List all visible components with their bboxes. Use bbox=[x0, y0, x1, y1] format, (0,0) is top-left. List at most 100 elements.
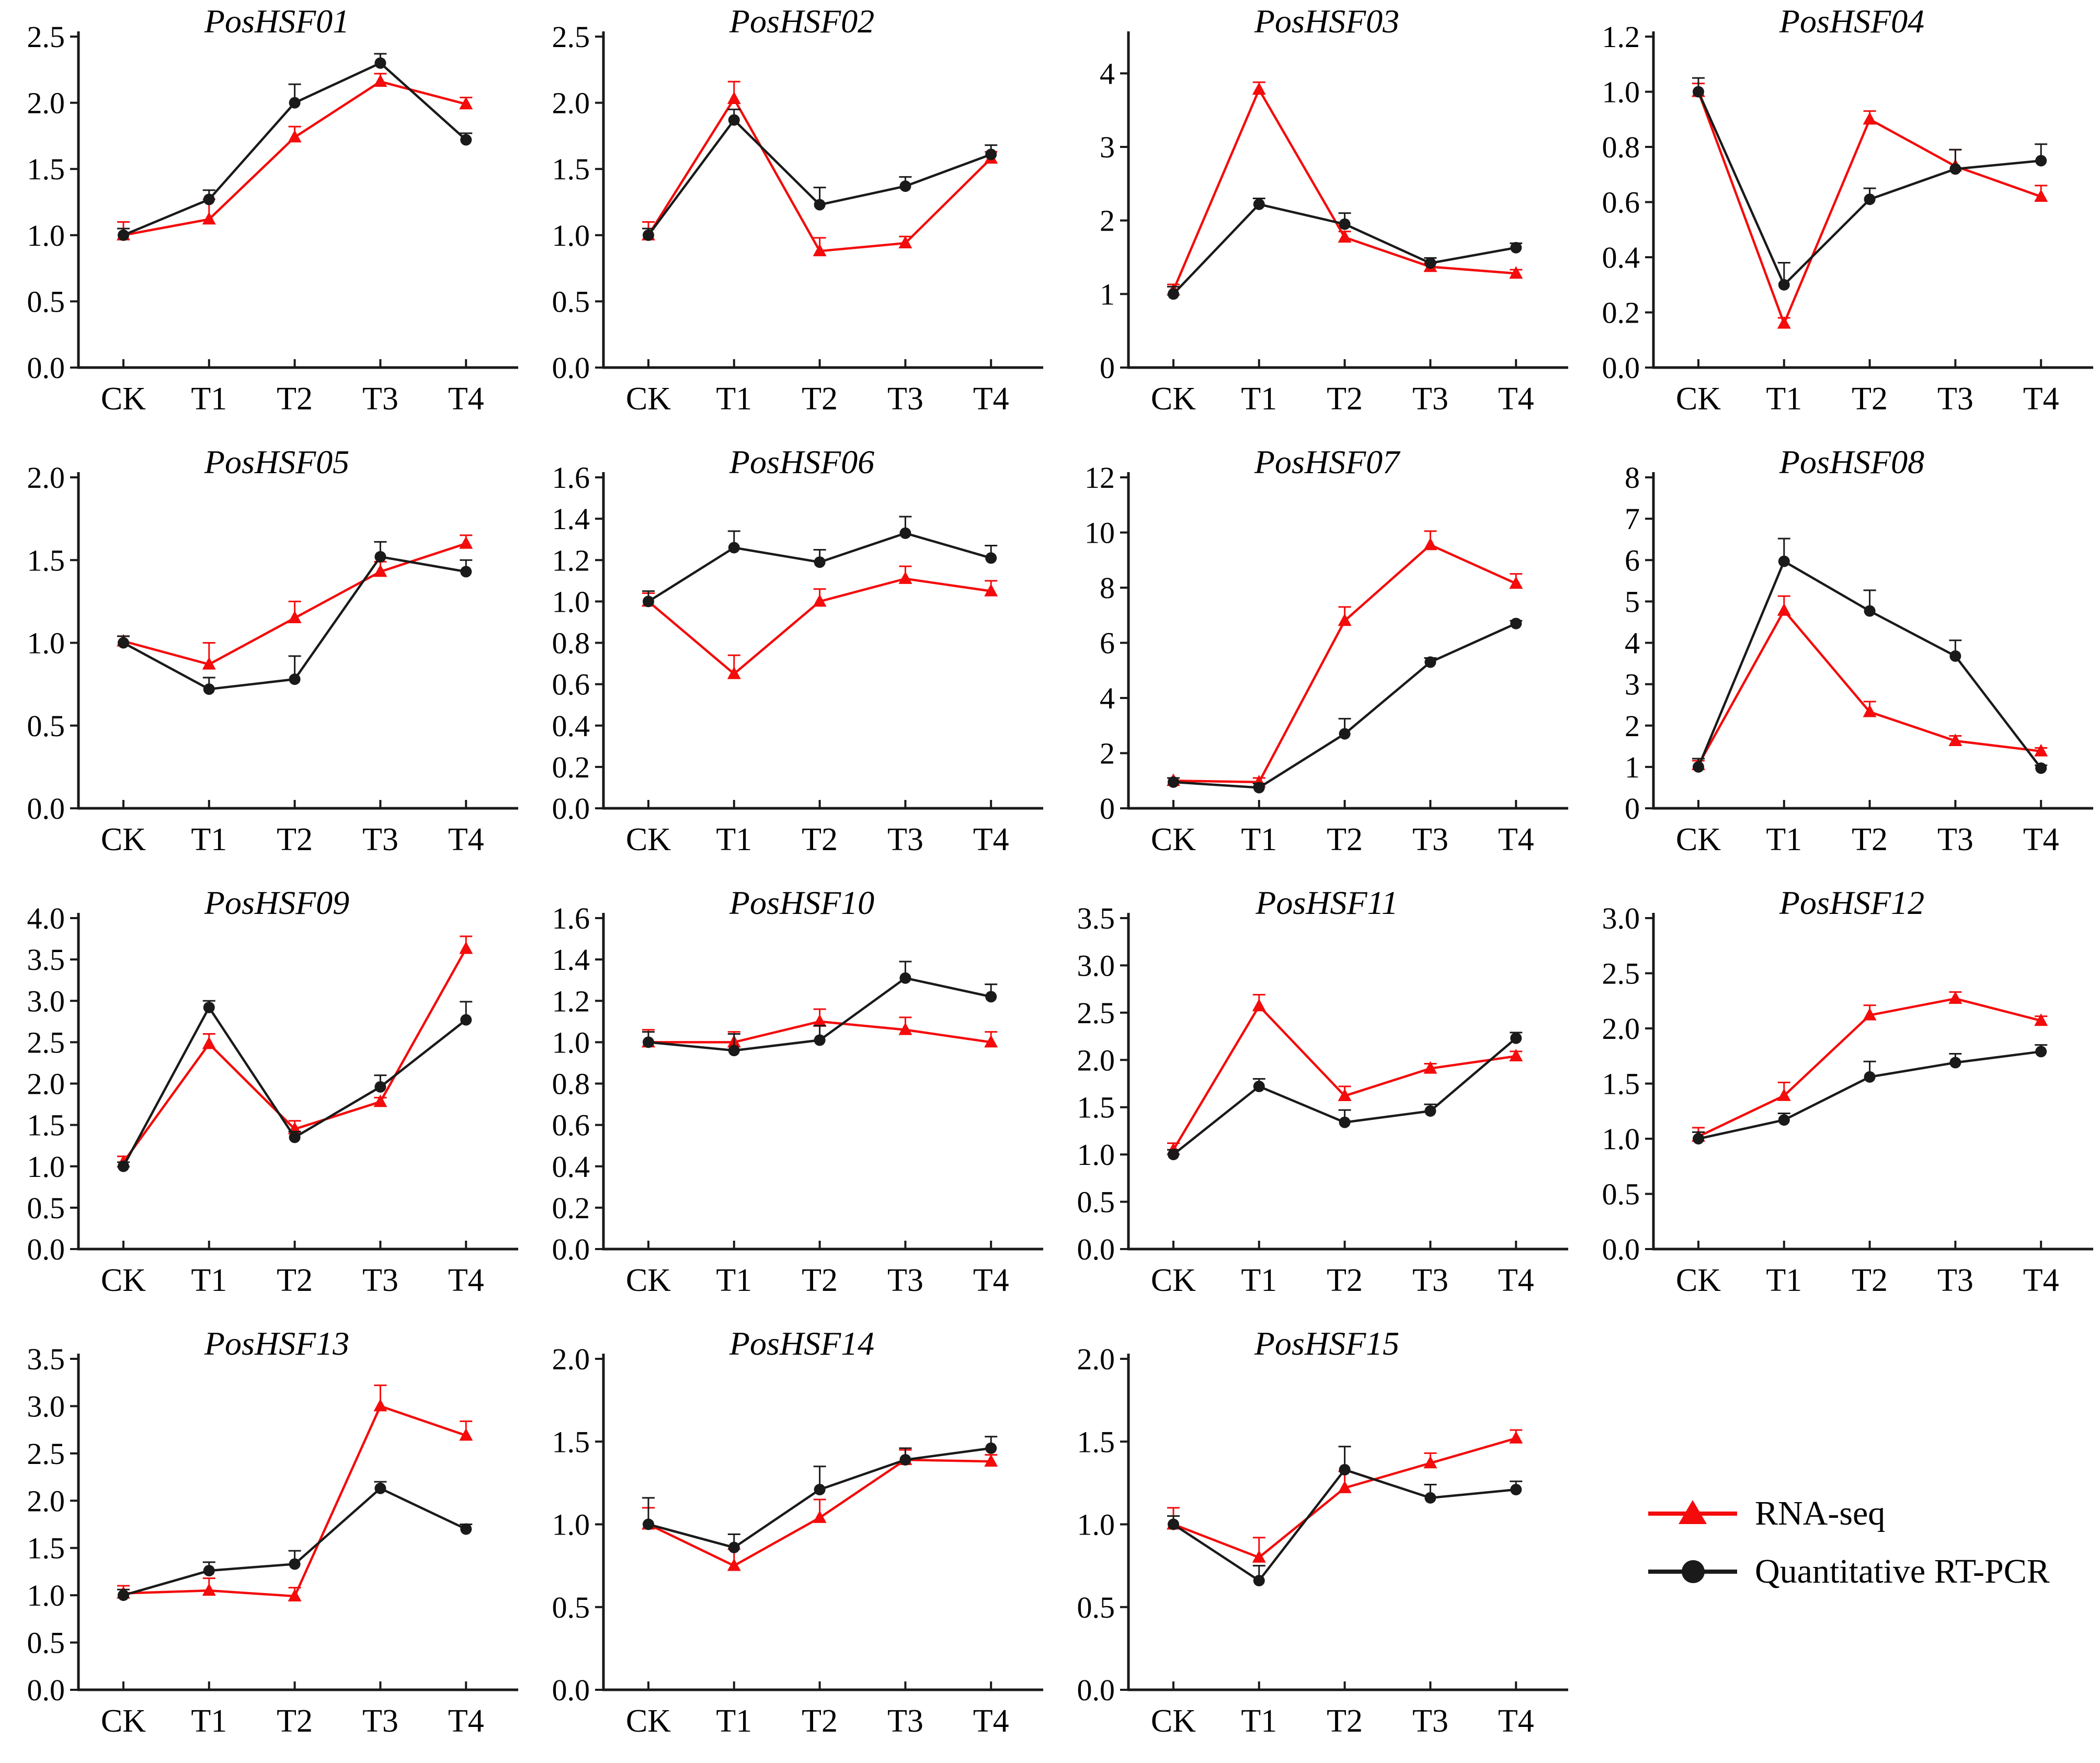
line-chart: 0.0 0.5 1.0 1.5 2.0 CK T1 T2 T3 T4 PosHSF05 bbox=[0, 441, 525, 882]
svg-text:1.0: 1.0 bbox=[552, 1025, 590, 1059]
svg-text:0.8: 0.8 bbox=[552, 1067, 590, 1101]
svg-text:2.5: 2.5 bbox=[1602, 957, 1640, 991]
svg-text:PosHSF04: PosHSF04 bbox=[1779, 3, 1924, 40]
svg-text:T3: T3 bbox=[1937, 1263, 1973, 1298]
svg-text:1.0: 1.0 bbox=[27, 1578, 65, 1612]
svg-text:2: 2 bbox=[1100, 737, 1115, 771]
svg-text:T2: T2 bbox=[802, 1703, 838, 1739]
svg-text:T1: T1 bbox=[716, 1263, 752, 1298]
svg-text:0.0: 0.0 bbox=[552, 792, 590, 826]
line-chart: 0 1 2 3 4 CK T1 T2 T3 T4 PosHSF03 bbox=[1050, 0, 1575, 441]
triangle-marker-icon bbox=[1679, 1500, 1707, 1525]
svg-text:2.5: 2.5 bbox=[1077, 996, 1115, 1030]
svg-text:1.0: 1.0 bbox=[1602, 1122, 1640, 1156]
svg-text:3: 3 bbox=[1100, 130, 1115, 164]
svg-text:8: 8 bbox=[1625, 461, 1640, 495]
svg-text:PosHSF07: PosHSF07 bbox=[1254, 443, 1401, 480]
svg-text:2.0: 2.0 bbox=[27, 86, 65, 120]
svg-text:PosHSF01: PosHSF01 bbox=[204, 3, 349, 40]
svg-text:CK: CK bbox=[626, 822, 671, 857]
svg-text:0.2: 0.2 bbox=[552, 750, 590, 784]
svg-text:PosHSF13: PosHSF13 bbox=[204, 1325, 349, 1362]
svg-text:T2: T2 bbox=[802, 822, 838, 857]
chart-poshsf15: 0.0 0.5 1.0 1.5 2.0 CK T1 T2 T3 T4 PosHSF15 bbox=[1050, 1322, 1575, 1763]
svg-text:1.0: 1.0 bbox=[1077, 1508, 1115, 1542]
line-chart: 0.0 0.2 0.4 0.6 0.8 1.0 1.2 CK T1 T2 T3 T4 PosHSF04 bbox=[1575, 0, 2100, 441]
legend-label-rna-seq: RNA-seq bbox=[1755, 1494, 1886, 1532]
svg-text:0.0: 0.0 bbox=[552, 351, 590, 385]
svg-text:1.5: 1.5 bbox=[552, 1425, 590, 1459]
svg-text:CK: CK bbox=[1676, 822, 1721, 857]
line-chart: 0.0 0.5 1.0 1.5 2.0 2.5 3.0 3.5 4.0 CK T1 T2 T3 T4 Pos… bbox=[0, 882, 525, 1322]
line-chart: 0.0 0.2 0.4 0.6 0.8 1.0 1.2 1.4 1.6 CK T1 T2 T3 T4 Pos… bbox=[525, 441, 1050, 882]
chart-poshsf09: 0.0 0.5 1.0 1.5 2.0 2.5 3.0 3.5 4.0 CK T1 T2 T3 T4 Pos… bbox=[0, 882, 525, 1322]
svg-text:3.0: 3.0 bbox=[1077, 948, 1115, 982]
svg-text:T3: T3 bbox=[887, 1263, 923, 1298]
svg-text:T3: T3 bbox=[362, 381, 398, 417]
svg-text:PosHSF02: PosHSF02 bbox=[729, 3, 874, 40]
svg-text:T4: T4 bbox=[2023, 1263, 2059, 1298]
svg-text:T4: T4 bbox=[973, 822, 1009, 857]
svg-text:T1: T1 bbox=[1241, 1263, 1277, 1298]
svg-text:4: 4 bbox=[1100, 56, 1115, 90]
svg-text:CK: CK bbox=[1676, 381, 1721, 417]
svg-text:0.5: 0.5 bbox=[27, 1626, 65, 1660]
svg-text:1.5: 1.5 bbox=[27, 152, 65, 186]
svg-text:1.5: 1.5 bbox=[1077, 1425, 1115, 1459]
svg-text:T2: T2 bbox=[1327, 381, 1363, 417]
svg-text:T4: T4 bbox=[448, 1263, 484, 1298]
chart-poshsf08: 0 1 2 3 4 5 6 7 8 CK T1 T2 T3 T4 PosHSF08 bbox=[1575, 441, 2100, 882]
svg-text:0.6: 0.6 bbox=[552, 668, 590, 702]
legend-label-qrtpcr: Quantitative RT-PCR bbox=[1755, 1552, 2050, 1590]
chart-poshsf07: 0 2 4 6 8 10 12 CK T1 T2 T3 T4 PosHSF07 bbox=[1050, 441, 1575, 882]
chart-poshsf06: 0.0 0.2 0.4 0.6 0.8 1.0 1.2 1.4 1.6 CK T1 T2 T3 T4 Pos… bbox=[525, 441, 1050, 882]
svg-text:3.0: 3.0 bbox=[1602, 901, 1640, 935]
svg-text:3.0: 3.0 bbox=[27, 984, 65, 1018]
line-chart: 0.0 0.5 1.0 1.5 2.0 2.5 CK T1 T2 T3 T4 PosHSF01 bbox=[0, 0, 525, 441]
svg-text:CK: CK bbox=[101, 1703, 146, 1739]
svg-text:0.5: 0.5 bbox=[1602, 1177, 1640, 1211]
svg-text:T2: T2 bbox=[277, 1703, 313, 1739]
chart-poshsf11: 0.0 0.5 1.0 1.5 2.0 2.5 3.0 3.5 CK T1 T2 T3 T4 PosHSF… bbox=[1050, 882, 1575, 1322]
svg-text:1.0: 1.0 bbox=[27, 1150, 65, 1184]
line-chart: 0.0 0.2 0.4 0.6 0.8 1.0 1.2 1.4 1.6 CK T1 T2 T3 T4 Pos… bbox=[525, 882, 1050, 1322]
svg-text:T3: T3 bbox=[1937, 381, 1973, 417]
svg-text:3: 3 bbox=[1625, 668, 1640, 702]
svg-text:0.0: 0.0 bbox=[27, 1232, 65, 1266]
svg-text:0.0: 0.0 bbox=[1077, 1232, 1115, 1266]
svg-text:1.6: 1.6 bbox=[552, 901, 590, 935]
chart-poshsf04: 0.0 0.2 0.4 0.6 0.8 1.0 1.2 CK T1 T2 T3 T4 PosHSF04 bbox=[1575, 0, 2100, 441]
svg-text:T2: T2 bbox=[277, 822, 313, 857]
svg-text:2.5: 2.5 bbox=[552, 20, 590, 54]
svg-text:8: 8 bbox=[1100, 571, 1115, 605]
svg-text:1.5: 1.5 bbox=[552, 152, 590, 186]
svg-text:T2: T2 bbox=[802, 381, 838, 417]
svg-text:2.0: 2.0 bbox=[1602, 1012, 1640, 1046]
svg-text:PosHSF03: PosHSF03 bbox=[1254, 3, 1399, 40]
line-chart: 0.0 0.5 1.0 1.5 2.0 2.5 CK T1 T2 T3 T4 PosHSF02 bbox=[525, 0, 1050, 441]
svg-text:4: 4 bbox=[1100, 681, 1115, 715]
svg-text:0.0: 0.0 bbox=[27, 792, 65, 826]
svg-text:0.0: 0.0 bbox=[552, 1673, 590, 1707]
svg-text:T3: T3 bbox=[362, 1703, 398, 1739]
svg-text:0.4: 0.4 bbox=[552, 1150, 590, 1184]
svg-text:PosHSF14: PosHSF14 bbox=[729, 1325, 874, 1362]
svg-text:T2: T2 bbox=[802, 1263, 838, 1298]
svg-text:0.6: 0.6 bbox=[1602, 186, 1640, 220]
svg-text:3.0: 3.0 bbox=[27, 1389, 65, 1423]
svg-text:0.0: 0.0 bbox=[27, 1673, 65, 1707]
svg-text:0.4: 0.4 bbox=[1602, 241, 1640, 274]
line-chart: 0.0 0.5 1.0 1.5 2.0 CK T1 T2 T3 T4 PosHSF15 bbox=[1050, 1322, 1575, 1763]
svg-text:0.2: 0.2 bbox=[1602, 296, 1640, 330]
svg-text:1.0: 1.0 bbox=[552, 585, 590, 619]
svg-text:1.0: 1.0 bbox=[1077, 1138, 1115, 1172]
svg-text:T1: T1 bbox=[716, 1703, 752, 1739]
svg-text:2.0: 2.0 bbox=[552, 86, 590, 120]
chart-poshsf13: 0.0 0.5 1.0 1.5 2.0 2.5 3.0 3.5 CK T1 T2 T3 T4 PosHSF… bbox=[0, 1322, 525, 1763]
svg-text:T4: T4 bbox=[1498, 381, 1534, 417]
chart-poshsf12: 0.0 0.5 1.0 1.5 2.0 2.5 3.0 CK T1 T2 T3 T4 PosHSF12 bbox=[1575, 882, 2100, 1322]
chart-poshsf10: 0.0 0.2 0.4 0.6 0.8 1.0 1.2 1.4 1.6 CK T1 T2 T3 T4 Pos… bbox=[525, 882, 1050, 1322]
svg-text:CK: CK bbox=[1151, 381, 1196, 417]
svg-text:T1: T1 bbox=[1241, 822, 1277, 857]
svg-text:CK: CK bbox=[1676, 1263, 1721, 1298]
